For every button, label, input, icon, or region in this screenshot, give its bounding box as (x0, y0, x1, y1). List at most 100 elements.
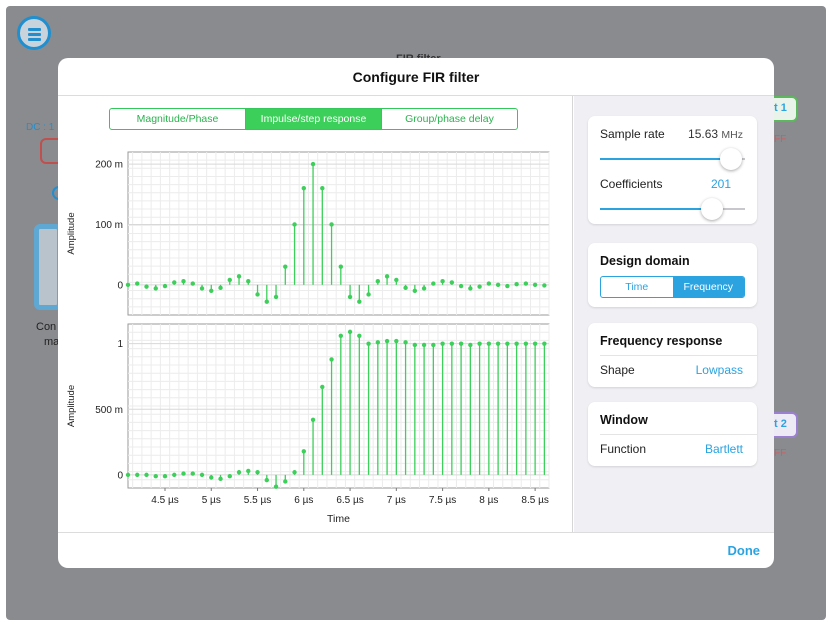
stem-point (357, 333, 362, 339)
stem-point (542, 283, 547, 288)
stem-point (523, 281, 529, 286)
stem-point (338, 333, 344, 339)
sampling-card: Sample rate 15.63 MHz Coefficients 201 (588, 116, 757, 224)
stem-point (523, 341, 529, 346)
coefficients-label: Coefficients (600, 177, 663, 191)
stem-point (366, 292, 371, 297)
sample-rate-slider[interactable] (600, 148, 745, 170)
stem-point (542, 341, 547, 346)
stem-point (246, 468, 251, 474)
stem-point (162, 473, 168, 479)
stem-point (486, 281, 492, 286)
coefficients-value[interactable]: 201 (710, 177, 731, 191)
y-axis-label: Amplitude (66, 385, 77, 427)
stem-point (329, 357, 334, 362)
stem-point (338, 264, 344, 269)
background-dc-label: DC : 1 (26, 122, 55, 133)
stem-point (310, 161, 316, 167)
stem-point (486, 341, 492, 346)
sample-rate-value-wrap: 15.63 MHz (688, 120, 743, 149)
design-domain-title: Design domain (600, 254, 690, 268)
design-domain-time[interactable]: Time (625, 281, 649, 293)
x-tick-label: 8.5 µs (521, 495, 548, 506)
stem-point (329, 222, 334, 227)
sample-rate-row: Sample rate 15.63 MHz (588, 120, 757, 148)
stem-point (384, 274, 390, 279)
stem-point (255, 470, 260, 475)
design-domain-segmented: Time Frequency (600, 276, 745, 298)
stem-point (440, 341, 445, 346)
tab-magnitude-phase[interactable]: Magnitude/Phase (110, 109, 246, 129)
stem-point (449, 280, 455, 285)
background-off-1: FF (774, 134, 787, 145)
tab-group-phase-delay[interactable]: Group/phase delay (405, 113, 494, 125)
stem-point (421, 342, 427, 348)
window-function-row[interactable]: Function Bartlett (588, 435, 757, 463)
x-tick-label: 6.5 µs (336, 495, 363, 506)
stem-point (246, 278, 251, 284)
stem-point (199, 286, 205, 291)
stem-point (440, 278, 445, 284)
sample-rate-value: 15.63 (688, 127, 719, 141)
window-title: Window (600, 413, 648, 427)
x-tick-label: 8 µs (479, 495, 498, 506)
design-domain-frequency[interactable]: Frequency (672, 277, 744, 297)
stem-point (209, 475, 214, 480)
shape-value[interactable]: Lowpass (695, 363, 743, 377)
stem-point (394, 277, 399, 283)
stem-point (375, 340, 381, 345)
stem-point (468, 342, 473, 348)
stem-point (412, 342, 418, 348)
shape-row[interactable]: Shape Lowpass (588, 356, 757, 384)
stem-point (144, 472, 149, 478)
sample-rate-slider-knob[interactable] (719, 148, 742, 170)
stem-point (394, 338, 399, 344)
stem-point (135, 472, 140, 478)
done-button[interactable]: Done (727, 543, 761, 558)
stem-point (273, 294, 279, 300)
stem-point (477, 284, 482, 289)
stem-point (273, 484, 279, 489)
stem-point (347, 294, 353, 300)
x-tick-label: 6 µs (294, 495, 313, 506)
stem-point (172, 472, 177, 478)
y-tick-label: 500 m (95, 405, 123, 416)
stem-point (301, 186, 307, 191)
stem-point (458, 283, 464, 289)
stem-point (283, 479, 288, 484)
configure-fir-modal: Configure FIR filter Magnitude/Phase Imp… (58, 58, 774, 568)
tab-impulse-step-response[interactable]: Impulse/step response (246, 109, 382, 129)
stem-point (144, 284, 149, 289)
y-tick-label: 1 (117, 339, 123, 350)
design-domain-card: Design domain Time Frequency (588, 243, 757, 307)
stem-point (283, 264, 288, 269)
stem-point (209, 288, 214, 294)
stem-point (505, 341, 510, 346)
stem-point (458, 341, 464, 346)
stem-point (135, 281, 140, 286)
y-tick-label: 0 (117, 470, 123, 481)
stem-point (449, 341, 455, 346)
settings-pane: Sample rate 15.63 MHz Coefficients 201 (574, 96, 774, 532)
stem-point (227, 277, 232, 283)
stem-point (347, 329, 353, 335)
stem-point (532, 341, 538, 346)
background-side-text-1: Con (36, 321, 57, 333)
sample-rate-unit: MHz (721, 129, 743, 141)
stem-point (301, 449, 307, 454)
coefficients-slider-knob[interactable] (700, 198, 723, 220)
x-tick-label: 5 µs (202, 495, 221, 506)
stem-point (125, 472, 131, 478)
menu-icon[interactable] (17, 16, 51, 50)
window-function-value[interactable]: Bartlett (704, 442, 743, 456)
stem-point (468, 286, 473, 291)
coefficients-slider[interactable] (600, 198, 745, 220)
y-axis-label: Amplitude (66, 212, 77, 254)
y-tick-label: 0 (117, 280, 123, 291)
stem-point (292, 222, 297, 227)
x-tick-label: 7.5 µs (429, 495, 456, 506)
stem-point (153, 473, 158, 479)
chart-pane: Magnitude/Phase Impulse/step response Gr… (58, 96, 573, 532)
stem-point (162, 283, 168, 289)
stem-point (236, 274, 242, 279)
